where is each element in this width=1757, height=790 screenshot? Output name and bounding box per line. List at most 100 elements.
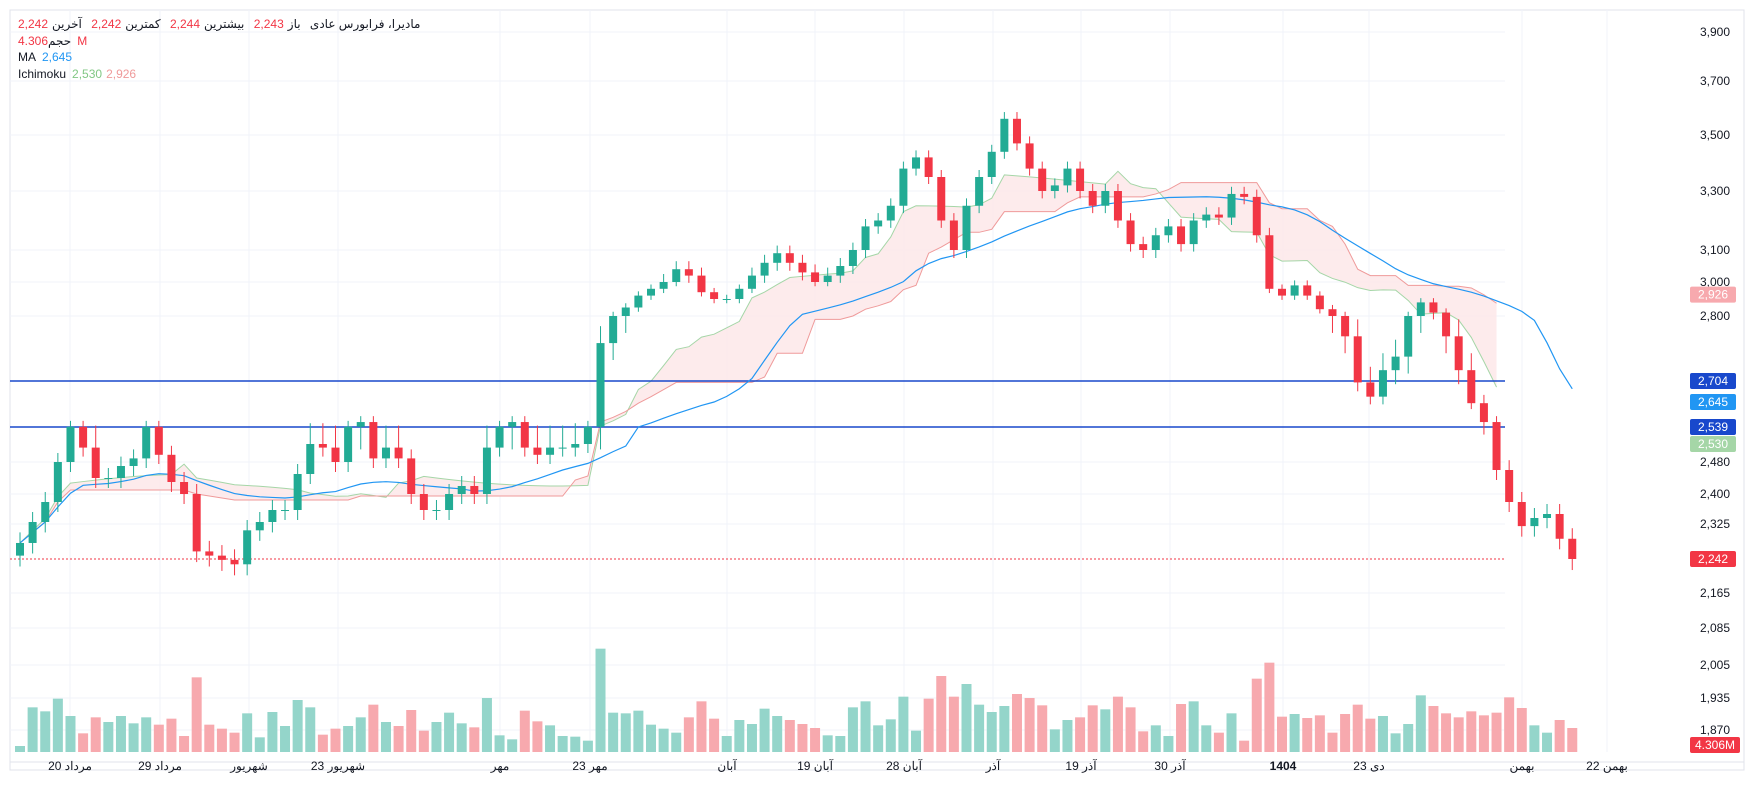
candle-body	[142, 426, 151, 459]
candle-body	[230, 559, 239, 565]
candle-body	[558, 447, 567, 449]
volume-bar	[570, 736, 581, 752]
ichimoku-value-a: 2,530	[72, 66, 103, 81]
candle-body	[129, 458, 138, 466]
candle-body	[192, 494, 201, 552]
candle-body	[1328, 309, 1337, 316]
close-label: آخرین	[52, 17, 82, 31]
volume-bar	[1112, 696, 1123, 752]
candle-body	[975, 177, 984, 206]
low-label: کمترین	[125, 17, 161, 31]
volume-bar	[242, 713, 253, 752]
candle-body	[1555, 514, 1564, 539]
volume-bar	[1491, 712, 1502, 752]
candle-body	[470, 486, 479, 494]
volume-bar	[885, 719, 896, 752]
candle-body	[1315, 295, 1324, 310]
price-tick-label: 1,935	[1700, 691, 1730, 705]
candle-body	[1454, 336, 1463, 371]
open-value: 2,243	[253, 17, 284, 31]
volume-bar	[1365, 718, 1376, 752]
volume-bar	[1075, 717, 1086, 752]
candle-body	[79, 426, 88, 448]
candle-body	[1240, 193, 1249, 197]
candle-body	[1227, 193, 1236, 218]
candle-body	[1366, 382, 1375, 397]
price-tick-label: 3,500	[1700, 128, 1730, 142]
volume-bar	[191, 677, 202, 752]
candle-body	[419, 494, 428, 510]
ichimoku-value-b: 2,926	[106, 66, 137, 81]
candle-body	[874, 220, 883, 227]
candle-body	[722, 299, 731, 300]
price-tick-label: 2,400	[1700, 487, 1730, 501]
volume-bar	[1377, 716, 1388, 752]
low-value: 2,242	[91, 17, 122, 31]
time-tick-label: 23 مهر	[572, 759, 607, 773]
candle-body	[167, 454, 176, 482]
volume-bar	[1289, 714, 1300, 752]
horizontal-levels[interactable]	[10, 380, 1505, 560]
candle-body	[445, 494, 454, 510]
volume-bar	[746, 724, 757, 752]
volume-bar	[78, 733, 89, 752]
volume-bar	[103, 722, 114, 752]
candle-body	[1568, 538, 1577, 559]
volume-bar	[532, 721, 543, 752]
candle-body	[747, 275, 756, 289]
price-badge-label: 2,645	[1698, 395, 1728, 409]
volume-bar	[646, 724, 656, 752]
high-label: بیشترین	[204, 17, 245, 31]
volume-bar	[1327, 732, 1338, 752]
volume-bar	[1415, 695, 1426, 752]
volume-bar	[936, 676, 947, 752]
moving-average-line	[19, 196, 1573, 544]
volume-bar	[128, 723, 139, 752]
volume-bar	[1062, 720, 1073, 752]
volume-bar	[1188, 701, 1199, 752]
price-tick-label: 2,005	[1700, 658, 1730, 672]
candle-body	[394, 447, 403, 459]
volume-bar	[835, 736, 846, 752]
candle-body	[1139, 244, 1148, 250]
price-badges: 2,926 2,704 2,645 2,539 2,530 2,242 4.306M	[1690, 286, 1740, 753]
price-axis[interactable]: 3,900 3,700 3,500 3,300 3,100 3,000 2,800 2,480…	[1700, 25, 1730, 737]
candle-body	[1378, 370, 1387, 397]
volume-bar	[797, 724, 808, 752]
volume-bar	[898, 696, 909, 752]
volume-bar	[65, 716, 76, 752]
volume-bar	[267, 712, 278, 752]
candle-body	[621, 307, 630, 316]
volume-bar	[1226, 713, 1237, 752]
candle-body	[886, 205, 895, 221]
volume-bar	[1352, 704, 1363, 752]
ma-label: MA	[18, 50, 36, 64]
candle-body	[281, 510, 290, 511]
candle-body	[331, 447, 340, 462]
candle-body	[1404, 316, 1413, 357]
close-value: 2,242	[18, 17, 49, 31]
time-tick-label: 29 مرداد	[138, 759, 182, 773]
volume-bar	[141, 717, 152, 752]
ma-row: MA 2,645	[18, 49, 426, 66]
candle-body	[1113, 191, 1122, 221]
volume-bar	[431, 722, 442, 752]
candle-body	[836, 266, 845, 276]
candle-body	[1479, 403, 1488, 423]
volume-bar	[380, 722, 391, 752]
volume-bar	[330, 728, 341, 752]
time-tick-label: بهمن	[1510, 759, 1535, 773]
volume-bars	[15, 648, 1578, 752]
volume-bar	[822, 735, 833, 752]
volume-bar	[1567, 728, 1578, 752]
time-tick-label: 23 دی	[1353, 759, 1384, 773]
candle-body	[1214, 214, 1223, 218]
volume-bar	[671, 732, 682, 752]
price-tick-label: 1,870	[1700, 723, 1730, 737]
time-tick-label: 1404	[1270, 759, 1297, 773]
volume-bar	[1150, 725, 1161, 752]
open-label: باز	[287, 17, 301, 31]
time-axis[interactable]: 20 مرداد 29 مرداد شهریور 23 شهریور مهر 23 مهر…	[48, 758, 1628, 773]
volume-bar	[1504, 697, 1515, 752]
